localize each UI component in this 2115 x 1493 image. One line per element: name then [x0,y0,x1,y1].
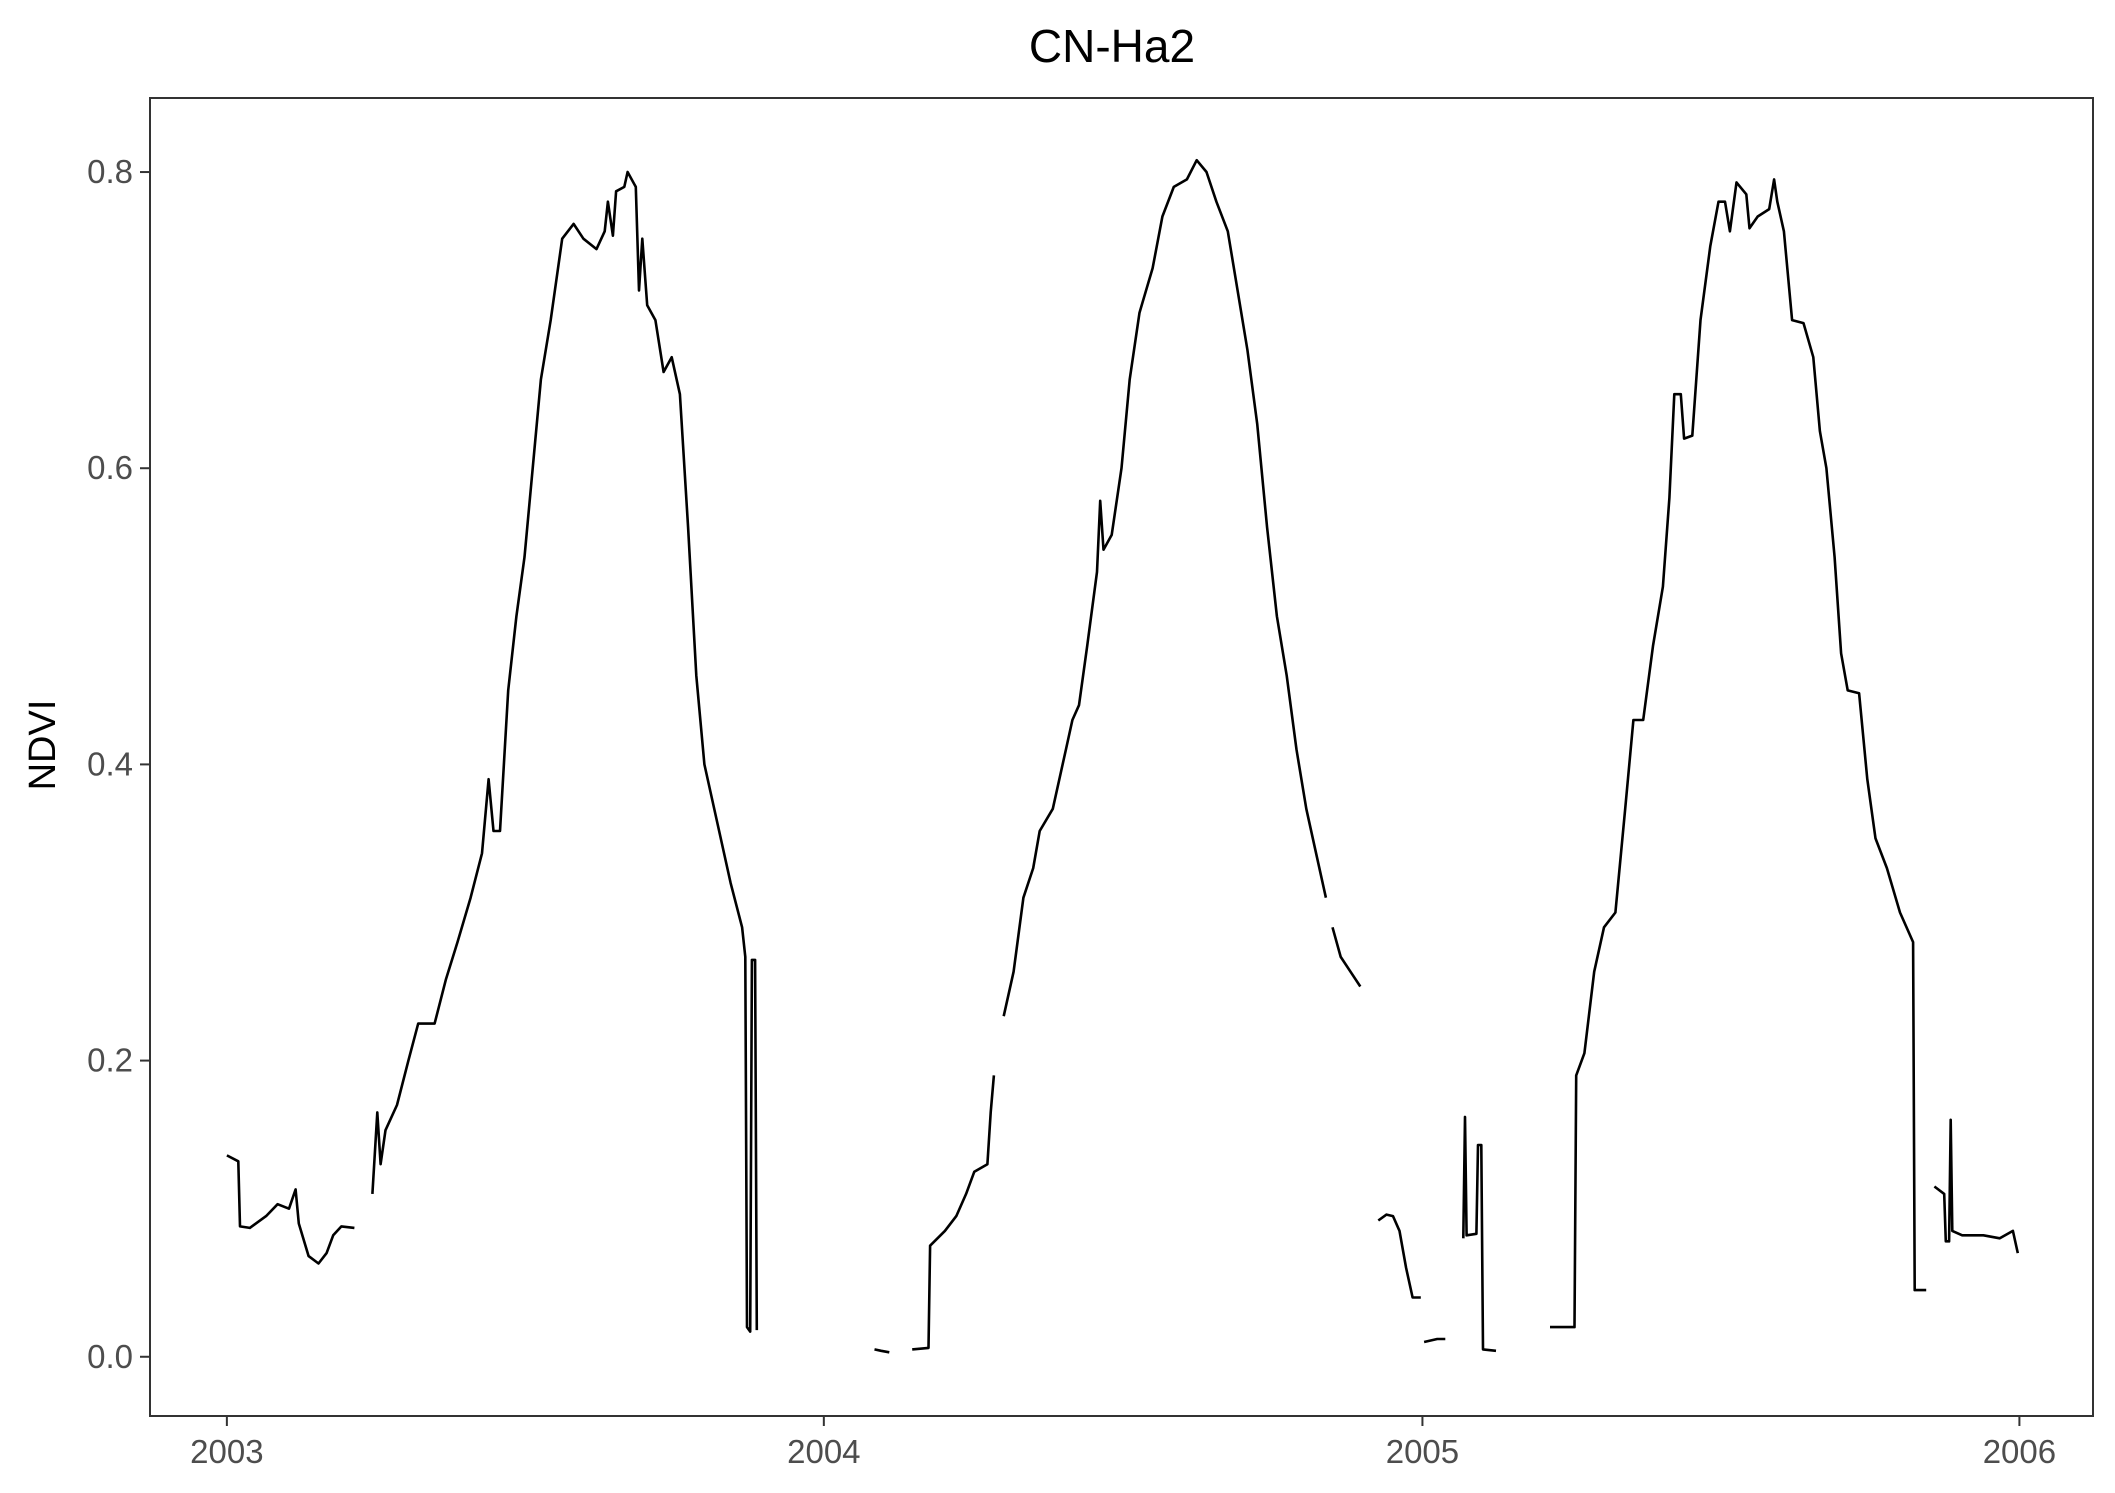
x-tick-label: 2005 [1386,1433,1459,1470]
plot-panel-border [149,97,2094,1417]
ndvi-line-segment [1462,1115,1497,1353]
y-tick-label: 0.4 [87,745,133,782]
x-tick-label: 2003 [190,1433,263,1470]
y-axis-title: NDVI [22,700,64,791]
ndvi-line-segment [226,1154,355,1265]
ndvi-line-segment [912,1075,996,1351]
ndvi-line-segment [874,1348,890,1354]
x-tick-label: 2004 [787,1433,860,1470]
ndvi-line-segment [1377,1213,1421,1299]
y-tick-label: 0.6 [87,449,133,486]
y-tick-label: 0.8 [87,153,133,190]
ndvi-line-segment [371,170,759,1333]
ndvi-line-segment [1550,178,1927,1329]
y-tick-label: 0.0 [87,1338,133,1375]
x-tick-label: 2006 [1983,1433,2056,1470]
x-axis: 2003 2004 2005 2006 [190,1416,2056,1470]
series-layer [226,158,2020,1354]
chart-title: CN-Ha2 [1029,20,1195,72]
ndvi-line-segment [1002,158,1328,1017]
ndvi-line-segment [1423,1337,1446,1344]
ndvi-line-segment [1331,926,1362,988]
y-axis: 0.0 0.2 0.4 0.6 0.8 [87,153,150,1375]
y-tick-label: 0.2 [87,1042,133,1079]
ndvi-line-segment [1933,1118,2020,1254]
